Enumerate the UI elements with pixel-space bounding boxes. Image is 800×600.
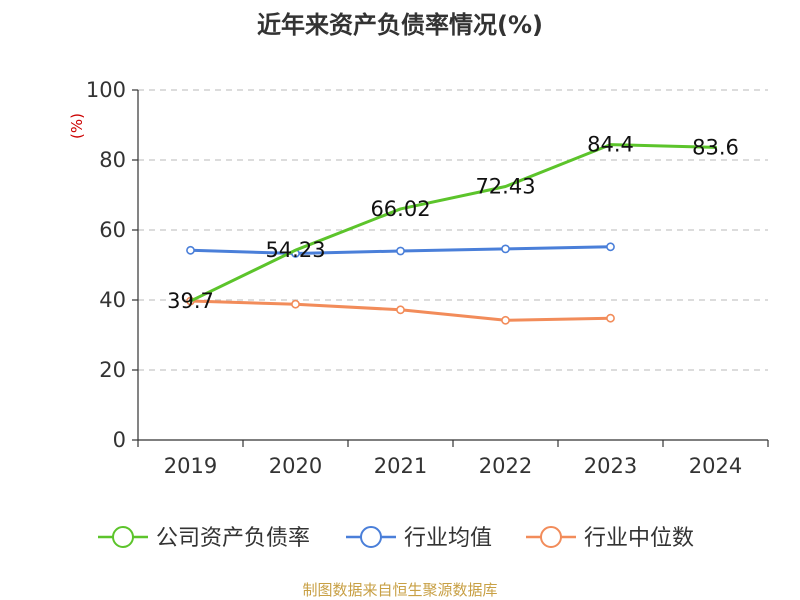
legend-label: 公司资产负债率	[156, 526, 310, 551]
data-point	[396, 246, 405, 256]
data-point	[291, 299, 300, 309]
data-label: 72.43	[475, 174, 535, 198]
grid-lines	[138, 89, 768, 371]
data-label: 66.02	[370, 197, 430, 221]
legend-label: 行业中位数	[584, 526, 694, 551]
series-lines	[186, 143, 717, 325]
data-label: 83.6	[692, 135, 739, 159]
legend-label: 行业均值	[404, 526, 492, 551]
series-line	[189, 143, 717, 303]
legend: 公司资产负债率 行业均值 行业中位数	[98, 526, 694, 551]
y-tick-label: 80	[99, 148, 126, 172]
x-tick-labels: 2019 2020 2021 2022 2023 2024	[164, 454, 742, 478]
legend-marker	[540, 526, 562, 548]
x-tick-label: 2021	[374, 454, 427, 478]
axes	[132, 89, 769, 447]
data-point	[501, 315, 510, 325]
y-axis-label: (%)	[68, 113, 86, 139]
x-tick-label: 2024	[689, 454, 742, 478]
y-tick-label: 40	[99, 288, 126, 312]
x-tick-label: 2019	[164, 454, 217, 478]
data-point	[396, 305, 405, 315]
chart-title: 近年来资产负债率情况(%)	[257, 11, 543, 39]
data-point	[606, 242, 615, 252]
data-labels: 39.7 54.23 66.02 72.43 84.4 83.6	[167, 133, 739, 313]
y-tick-label: 20	[99, 358, 126, 382]
legend-marker	[360, 526, 382, 548]
data-label: 39.7	[167, 289, 214, 313]
y-tick-label: 60	[99, 218, 126, 242]
data-point	[606, 313, 615, 323]
legend-marker	[112, 526, 134, 548]
data-point	[501, 244, 510, 254]
source-note: 制图数据来自恒生聚源数据库	[302, 581, 497, 599]
x-tick-label: 2023	[584, 454, 637, 478]
y-tick-label: 0	[113, 428, 126, 452]
data-point	[186, 245, 195, 255]
x-tick-label: 2020	[269, 454, 322, 478]
data-label: 54.23	[265, 238, 325, 262]
y-tick-label: 100	[86, 78, 126, 102]
x-tick-label: 2022	[479, 454, 532, 478]
data-label: 84.4	[587, 133, 634, 157]
y-tick-labels: 0 20 40 60 80 100	[86, 78, 126, 452]
